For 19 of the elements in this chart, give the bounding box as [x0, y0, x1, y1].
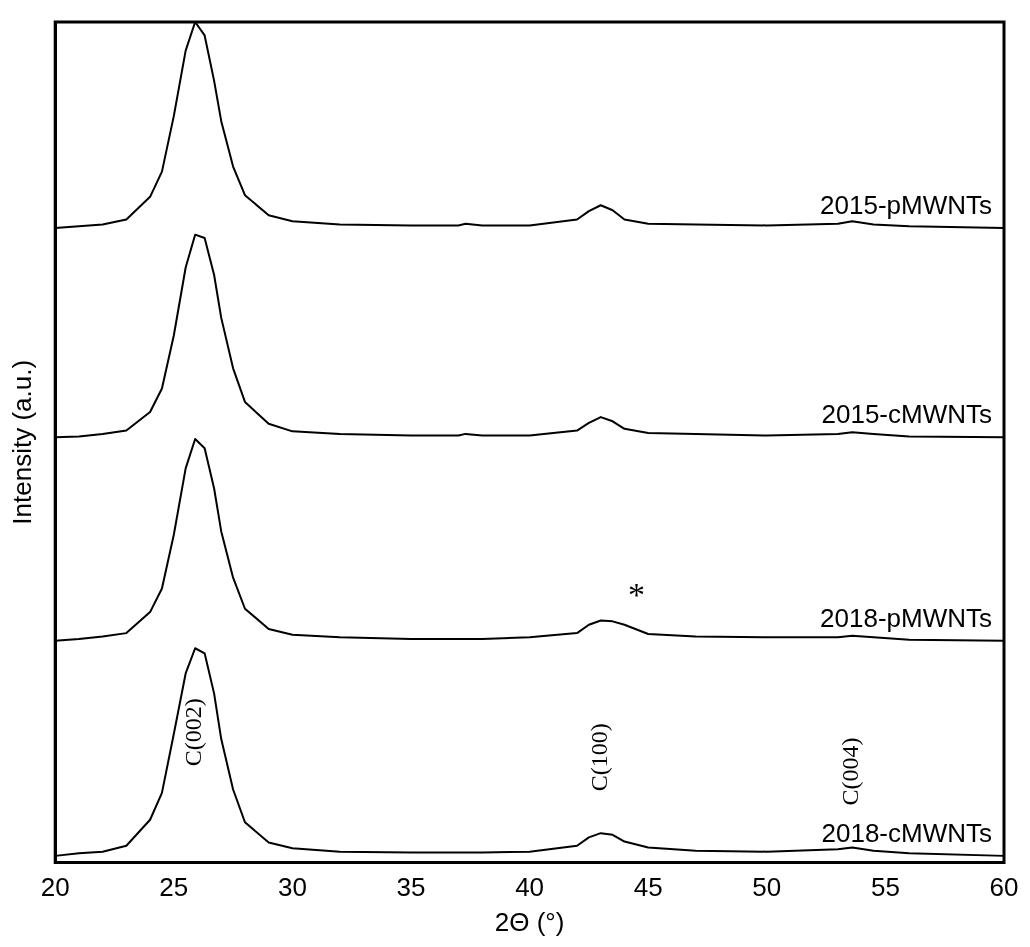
- x-tick-label: 20: [40, 872, 70, 903]
- annotation: C(002): [180, 698, 207, 767]
- annotation: C(004): [837, 737, 864, 806]
- x-tick-label: 25: [159, 872, 189, 903]
- series-label: 2018-pMWNTs: [820, 602, 992, 633]
- x-tick-label: 30: [277, 872, 307, 903]
- y-axis-title: Intensity (a.u.): [6, 359, 37, 525]
- x-tick-label: 45: [633, 872, 663, 903]
- annotation: C(100): [586, 723, 613, 792]
- x-tick-label: 60: [989, 872, 1019, 903]
- x-tick-label: 55: [870, 872, 900, 903]
- series-label: 2015-pMWNTs: [820, 190, 992, 221]
- x-tick-label: 50: [752, 872, 782, 903]
- series-label: 2018-cMWNTs: [821, 818, 992, 849]
- x-tick-label: 40: [515, 872, 545, 903]
- annotation: *: [627, 575, 645, 613]
- x-axis-title: 2Θ (°): [494, 906, 565, 937]
- series-label: 2015-cMWNTs: [821, 399, 992, 430]
- x-tick-label: 35: [396, 872, 426, 903]
